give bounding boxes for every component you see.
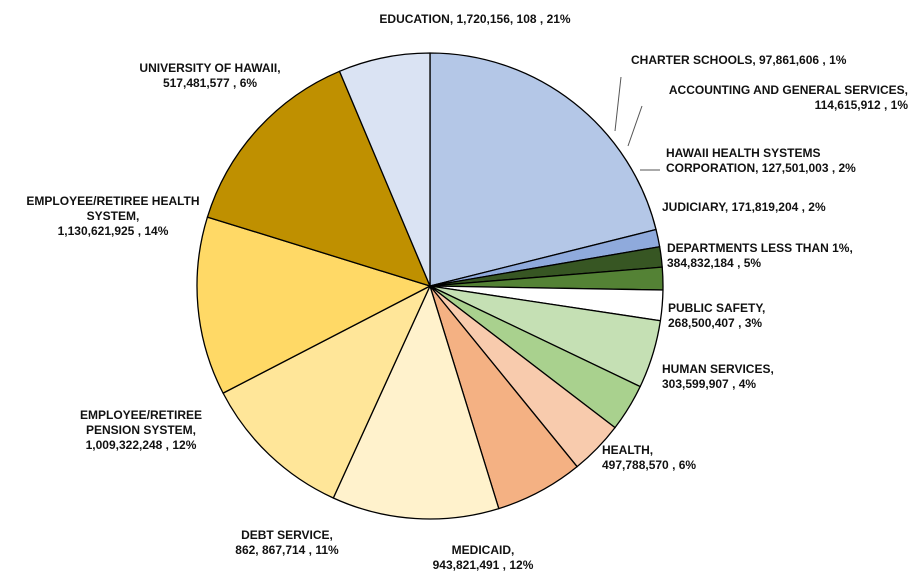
data-label-line: EDUCATION, 1,720,156, 108 , 21% bbox=[379, 12, 571, 26]
data-label-line: JUDICIARY, 171,819,204 , 2% bbox=[662, 200, 826, 214]
data-label: MEDICAID, 943,821,491 , 12% bbox=[433, 543, 534, 573]
data-label-line: HAWAII HEALTH SYSTEMS bbox=[666, 146, 821, 160]
data-label-line: DEPARTMENTS LESS THAN 1%, bbox=[667, 241, 853, 255]
pie-slice-medicaid bbox=[332, 285, 500, 520]
data-label-line: 303,599,907 , 4% bbox=[662, 377, 757, 391]
data-label: UNIVERSITY OF HAWAII, 517,481,577 , 6% bbox=[139, 61, 280, 91]
data-label-line: 943,821,491 , 12% bbox=[432, 558, 534, 572]
pie-slice-university-of-hawaii bbox=[338, 52, 431, 287]
pie-slice-employee-retiree-health-system bbox=[206, 70, 431, 287]
data-label-line: 114,615,912 , 1% bbox=[814, 98, 908, 112]
data-label-line: HUMAN SERVICES, bbox=[662, 362, 774, 376]
data-label-line: MEDICAID, bbox=[451, 543, 515, 557]
leader-line bbox=[627, 105, 643, 147]
data-label-line: PENSION SYSTEM, bbox=[85, 423, 197, 437]
data-label: JUDICIARY, 171,819,204 , 2% bbox=[662, 200, 826, 215]
data-label-line: 384,832,184 , 5% bbox=[667, 256, 762, 270]
data-label-line: 268,500,407 , 3% bbox=[668, 316, 763, 330]
data-label-line: SYSTEM, bbox=[86, 209, 140, 223]
data-label: HUMAN SERVICES, 303,599,907 , 4% bbox=[662, 362, 774, 392]
data-label-line: 862, 867,714 , 11% bbox=[235, 543, 339, 557]
leader-lines bbox=[614, 76, 660, 171]
data-label-line: HEALTH, bbox=[602, 443, 654, 457]
data-label-line: UNIVERSITY OF HAWAII, bbox=[139, 61, 281, 75]
data-label-line: PUBLIC SAFETY, bbox=[668, 301, 766, 315]
data-label: EMPLOYEE/RETIREE HEALTH SYSTEM, 1,130,621,… bbox=[26, 194, 199, 239]
data-label: ACCOUNTING AND GENERAL SERVICES, 114,615,… bbox=[669, 83, 908, 113]
data-label-line: 517,481,577 , 6% bbox=[162, 76, 258, 90]
data-label: HEALTH, 497,788,570 , 6% bbox=[602, 443, 696, 473]
data-label-line: 1,130,621,925 , 14% bbox=[57, 224, 169, 238]
data-label: DEPARTMENTS LESS THAN 1%, 384,832,184 , 5… bbox=[667, 241, 853, 271]
data-label: CHARTER SCHOOLS, 97,861,606 , 1% bbox=[631, 53, 846, 68]
data-label: HAWAII HEALTH SYSTEMS CORPORATION, 127,50… bbox=[666, 146, 856, 176]
data-label-line: ACCOUNTING AND GENERAL SERVICES, bbox=[668, 83, 908, 97]
data-label-line: EMPLOYEE/RETIREE HEALTH bbox=[26, 194, 200, 208]
data-label: EMPLOYEE/RETIREE PENSION SYSTEM, 1,009,322… bbox=[80, 408, 202, 453]
pie-slice-debt-service bbox=[222, 285, 431, 499]
pie-slice-employee-retiree-pension-system bbox=[196, 216, 431, 394]
data-label-line: CORPORATION, 127,501,003 , 2% bbox=[666, 161, 856, 175]
data-label-line: 497,788,570 , 6% bbox=[602, 458, 697, 472]
data-label-line: DEBT SERVICE, bbox=[241, 528, 333, 542]
data-label: EDUCATION, 1,720,156, 108 , 21% bbox=[379, 12, 570, 27]
data-label-line: CHARTER SCHOOLS, 97,861,606 , 1% bbox=[631, 53, 847, 67]
data-label: PUBLIC SAFETY, 268,500,407 , 3% bbox=[668, 301, 765, 331]
data-label: DEBT SERVICE, 862, 867,714 , 11% bbox=[235, 528, 338, 558]
pie-slice-education bbox=[429, 52, 657, 287]
data-label-line: 1,009,322,248 , 12% bbox=[85, 438, 197, 452]
leader-line bbox=[614, 76, 622, 132]
pie-slices bbox=[196, 52, 664, 520]
data-label-line: EMPLOYEE/RETIREE bbox=[79, 408, 203, 422]
